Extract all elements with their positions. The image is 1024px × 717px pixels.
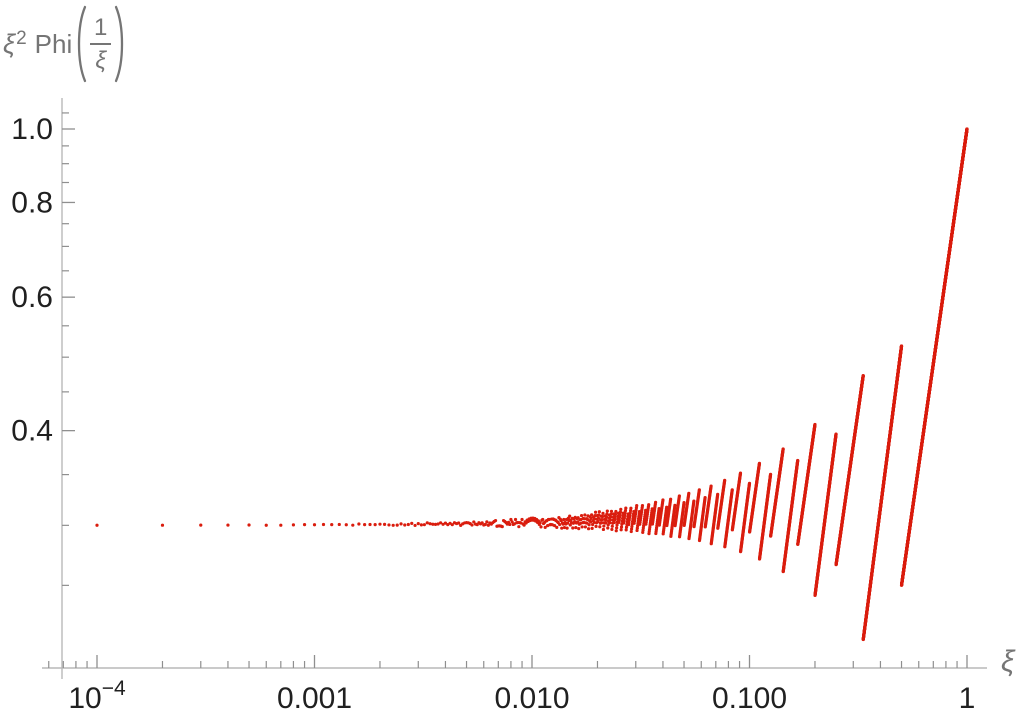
x-tick-label: 1 <box>959 682 976 715</box>
x-tick-label: 0.001 <box>277 682 352 715</box>
fraction-numerator: 1 <box>94 13 108 41</box>
y-tick-label: 1.0 <box>11 113 53 146</box>
phi-function-name: Phi <box>34 29 73 59</box>
xi-exponent: 2 <box>16 27 27 49</box>
y-axis-label: ξ2 Phi 1 ξ <box>3 4 127 84</box>
x-tick-label: 0.100 <box>712 682 787 715</box>
fraction: 1 ξ <box>90 13 112 75</box>
xi-symbol: ξ <box>3 28 16 59</box>
y-tick-label: 0.8 <box>11 186 53 219</box>
x-tick-label: 0.010 <box>494 682 569 715</box>
fraction-bar <box>90 42 112 46</box>
x-tick-label: 10−4 <box>68 677 126 715</box>
x-axis-label: ξ <box>1001 645 1015 678</box>
fraction-denominator: ξ <box>95 47 107 75</box>
xi-squared: ξ2 <box>3 27 27 59</box>
open-paren-icon <box>78 5 87 83</box>
close-paren-icon <box>115 5 124 83</box>
y-tick-label: 0.6 <box>11 281 53 314</box>
y-tick-label: 0.4 <box>11 415 53 448</box>
